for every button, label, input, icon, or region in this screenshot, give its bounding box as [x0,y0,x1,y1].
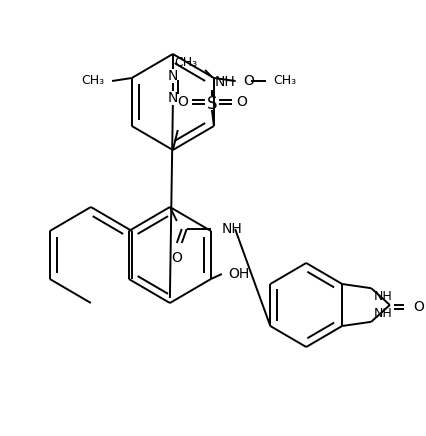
Text: N: N [168,69,178,83]
Text: S: S [207,95,217,113]
Text: NH: NH [374,307,393,320]
Text: CH₃: CH₃ [273,75,296,88]
Text: NH: NH [215,75,236,89]
Text: O: O [236,95,247,109]
Text: OH: OH [228,267,249,281]
Text: O: O [171,251,182,265]
Text: CH₃: CH₃ [81,75,104,88]
Text: CH₃: CH₃ [174,55,197,68]
Text: NH: NH [374,290,393,303]
Text: O: O [244,74,254,88]
Text: O: O [414,300,424,314]
Text: O: O [177,95,188,109]
Text: N: N [168,91,178,105]
Text: NH: NH [221,222,242,236]
